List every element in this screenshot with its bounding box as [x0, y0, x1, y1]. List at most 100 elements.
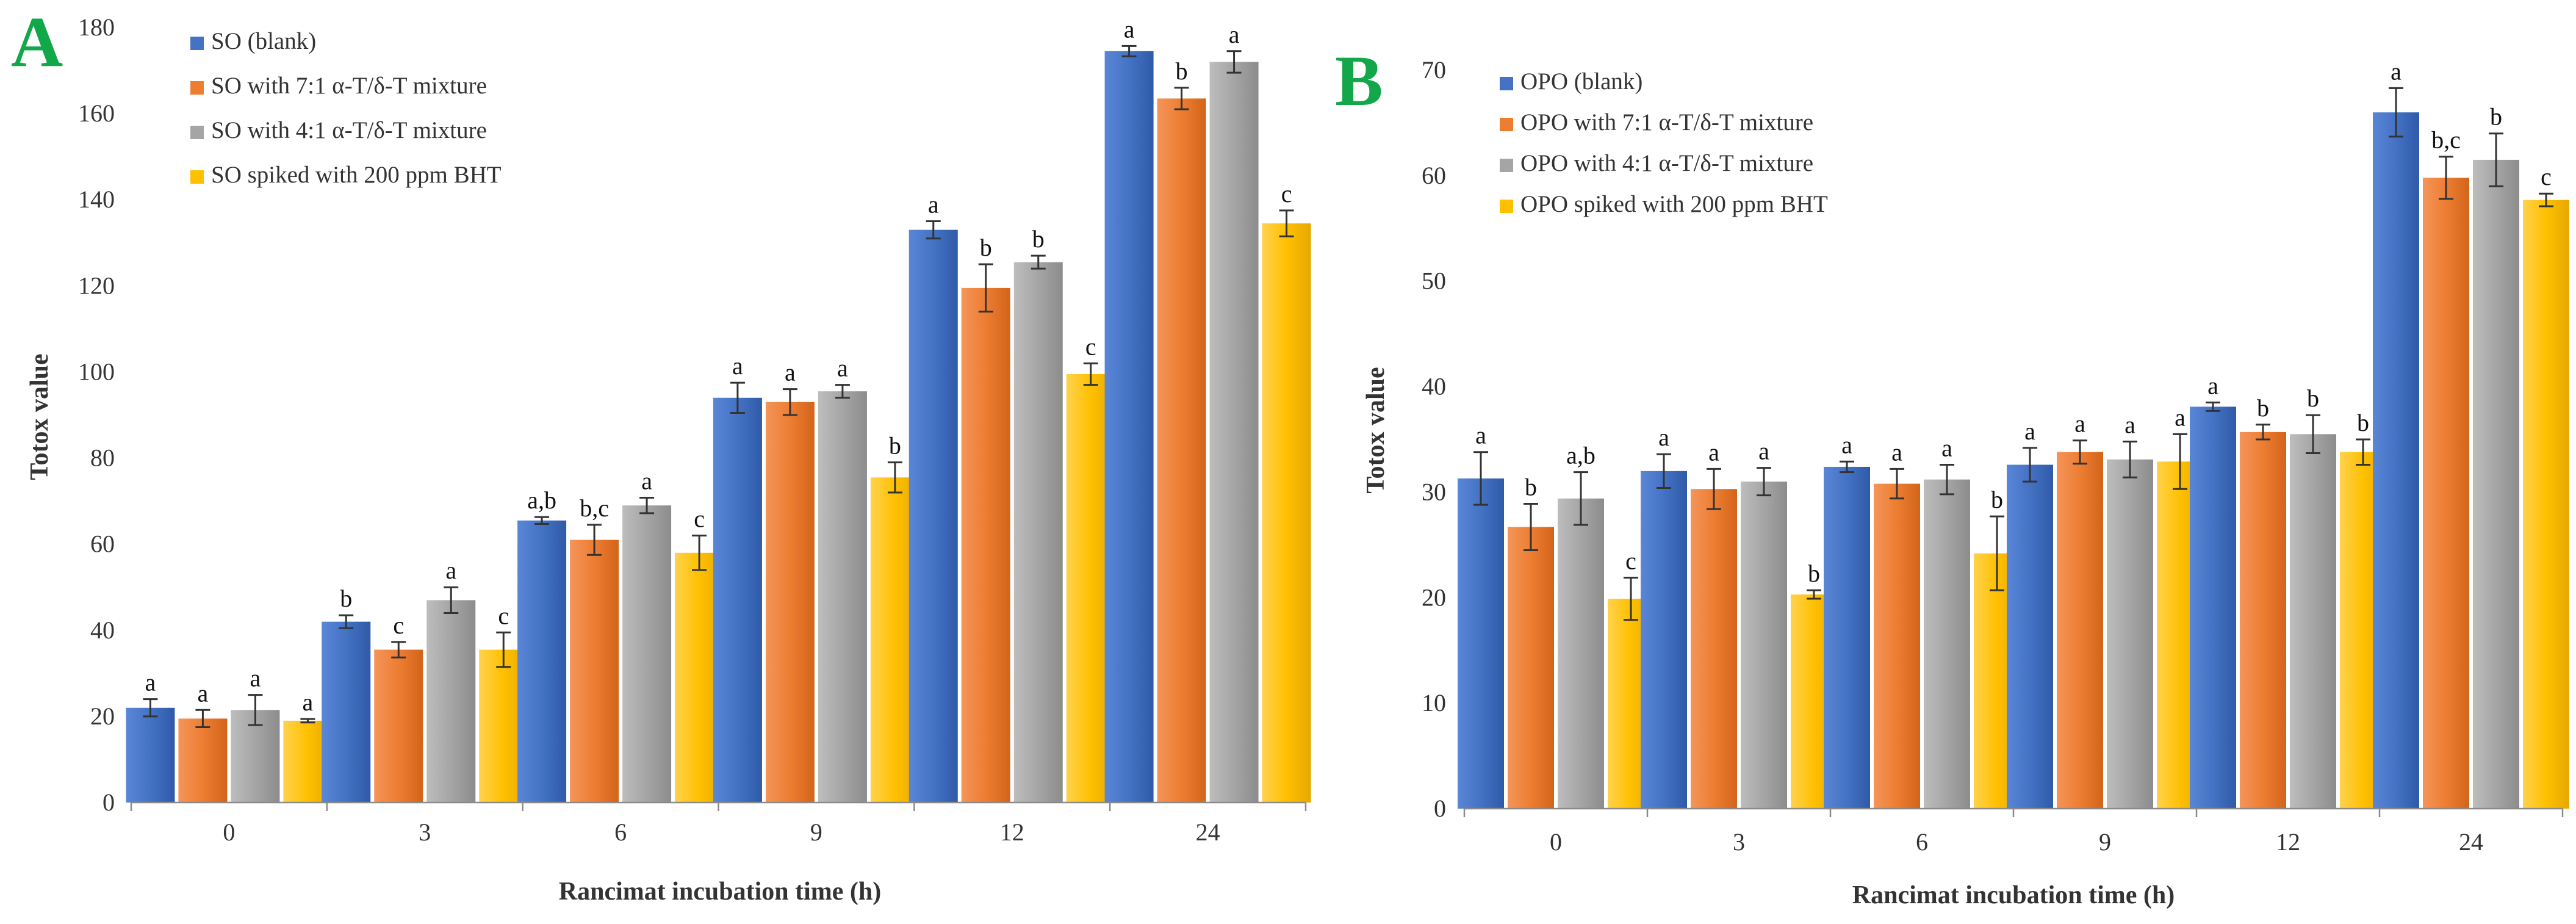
significance-label: c: [498, 602, 509, 629]
legend-swatch: [190, 81, 204, 95]
panel-b-y-tick-label: 70: [1422, 56, 1446, 84]
bar: [1691, 489, 1737, 809]
panel-a-y-tick-label: 20: [90, 702, 115, 730]
panel-a-y-tick-label: 40: [90, 616, 115, 644]
panel-a-y-axis-label: Totox value: [26, 353, 54, 480]
significance-label: a: [785, 359, 796, 386]
panel-a-x-tick-label: 24: [1196, 818, 1220, 846]
bar: [1013, 262, 1063, 803]
bar: [1508, 527, 1554, 809]
significance-label: c: [1625, 547, 1636, 574]
panel-a-x-tick-label: 0: [223, 818, 235, 846]
panel-b-y-tick-label: 30: [1422, 478, 1446, 505]
significance-label: a: [445, 557, 456, 584]
bar: [178, 718, 228, 803]
significance-label: a: [2124, 411, 2135, 438]
legend-swatch: [190, 170, 204, 184]
panel-a-x-axis-label: Rancimat incubation time (h): [559, 878, 882, 906]
panel-a-x-tick-label: 3: [419, 818, 431, 846]
panel-b-y-tick-label: 40: [1422, 373, 1446, 400]
legend-entry: OPO with 7:1 α-T/δ-T mixture: [1520, 109, 1813, 135]
panel-b-y-tick-label: 10: [1422, 689, 1446, 716]
panel-b-x-tick-label: 12: [2276, 828, 2300, 856]
bar: [2290, 434, 2336, 809]
legend-entry: SO spiked with 200 ppm BHT: [211, 162, 502, 188]
bar: [2240, 431, 2286, 809]
bar: [713, 397, 762, 803]
significance-label: a: [1708, 438, 1719, 466]
panel-b-x-tick-label: 6: [1916, 828, 1928, 856]
legend-swatch: [1500, 77, 1513, 90]
legend-entry: SO with 7:1 α-T/δ-T mixture: [211, 73, 487, 99]
panel-a-letter: A: [11, 2, 63, 82]
legend-swatch: [1500, 200, 1513, 213]
significance-label: a,b: [527, 486, 556, 514]
significance-label: a: [1475, 422, 1486, 449]
significance-label: b: [889, 432, 901, 460]
bar: [2007, 464, 2053, 809]
significance-label: a: [1841, 431, 1852, 458]
significance-label: b: [2307, 384, 2319, 412]
significance-label: b,c: [2431, 126, 2461, 154]
significance-label: a: [1941, 434, 1952, 461]
panel-b-y-tick-label: 60: [1422, 162, 1446, 189]
significance-label: c: [694, 505, 705, 533]
significance-label: c: [393, 612, 404, 639]
significance-label: a,b: [1566, 442, 1596, 469]
panel-a-y-tick-label: 140: [78, 186, 115, 213]
bar: [2057, 452, 2103, 809]
significance-label: a: [1758, 438, 1769, 465]
panel-b-x-tick-label: 9: [2099, 828, 2111, 856]
bar: [1558, 498, 1604, 809]
bar: [2473, 159, 2519, 809]
bar: [517, 520, 567, 803]
panel-a-y-tick-label: 180: [78, 13, 115, 41]
panel-a-y-tick-label: 80: [90, 444, 115, 472]
bar: [570, 540, 619, 803]
bar: [1641, 471, 1687, 809]
significance-label: b: [2257, 394, 2269, 422]
legend-entry: SO (blank): [211, 28, 316, 54]
panel-a-bars: a a a a b c a c a,b b,c a c a a a b a b b c a b a c: [126, 15, 1311, 803]
bar: [622, 505, 672, 803]
panel-b-x-ticks: 0 3 6 9 12 24: [1463, 809, 2564, 856]
significance-label: a: [928, 191, 939, 218]
bar: [322, 621, 371, 803]
legend-entry: SO with 4:1 α-T/δ-T mixture: [211, 117, 487, 143]
bar: [2373, 112, 2419, 809]
bar: [374, 649, 423, 803]
significance-label: a: [2175, 403, 2186, 431]
panel-b-y-tick-label: 20: [1422, 583, 1446, 611]
significance-label: b: [2357, 409, 2369, 436]
significance-label: a: [2391, 57, 2402, 85]
significance-label: a: [2074, 410, 2085, 438]
panel-a-y-tick-label: 60: [90, 530, 115, 558]
bar: [426, 600, 476, 803]
legend-entry: OPO (blank): [1520, 68, 1642, 95]
significance-label: c: [1085, 333, 1096, 360]
panel-b-y-tick-label: 0: [1434, 795, 1446, 822]
panel-a-y-tick-label: 0: [103, 789, 115, 816]
significance-label: a: [198, 679, 209, 707]
significance-label: a: [145, 669, 156, 696]
significance-label: a: [1124, 15, 1135, 43]
bar: [2423, 178, 2469, 809]
bar: [1157, 98, 1206, 803]
bar: [1874, 483, 1920, 809]
panel-a-x-ticks: 0 3 6 9 12 24: [130, 803, 1307, 846]
significance-label: b: [1176, 57, 1188, 85]
significance-label: a: [837, 355, 848, 382]
panel-a-x-tick-label: 9: [810, 818, 822, 846]
significance-label: a: [1658, 424, 1669, 451]
bar: [1824, 466, 1870, 809]
panel-b-x-tick-label: 24: [2459, 828, 2483, 856]
panel-b-x-axis-label: Rancimat incubation time (h): [1852, 881, 2175, 909]
bar: [1458, 478, 1504, 809]
significance-label: b: [1808, 560, 1820, 587]
bar: [961, 287, 1010, 803]
bar: [2190, 406, 2236, 809]
significance-label: c: [2541, 163, 2552, 190]
bar: [1924, 479, 1970, 809]
panel-b-x-tick-label: 3: [1733, 828, 1745, 856]
panel-a-legend: SO (blank) SO with 7:1 α-T/δ-T mixture SO …: [190, 28, 502, 188]
